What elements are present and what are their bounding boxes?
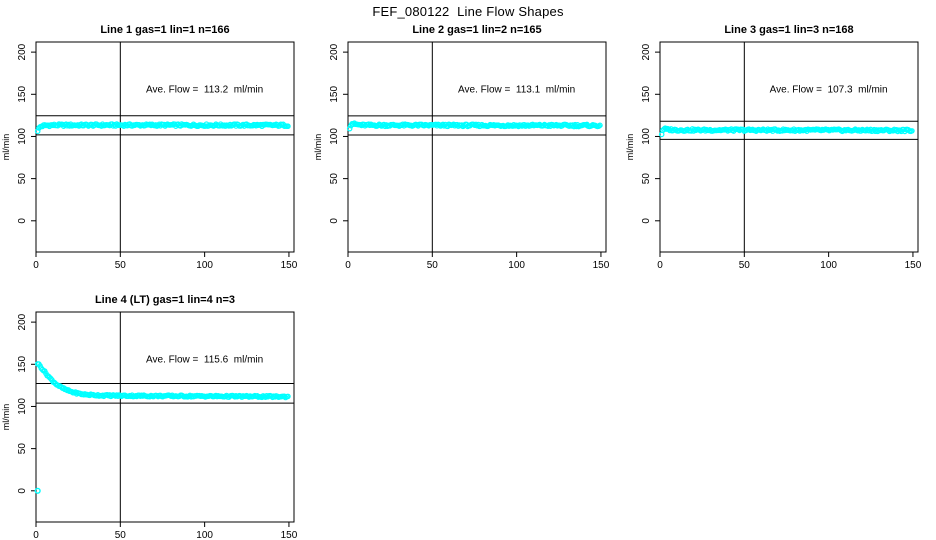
plot-box	[659, 41, 919, 253]
data-point	[113, 392, 120, 398]
data-point	[285, 123, 291, 130]
subplot-line-3: Line 3 gas=1 lin=3 n=168 0 50 100 150 0 50 100 1…	[625, 24, 922, 271]
x-tick-label: 100	[196, 530, 213, 540]
y-axis-label: ml/min	[625, 134, 635, 161]
avg-flow-annotation: Ave. Flow = 115.6 ml/min	[146, 355, 263, 366]
y-tick-label: 0	[329, 218, 340, 224]
y-axis: 0 50 100 150 200	[17, 313, 36, 494]
y-tick-label: 100	[641, 128, 652, 145]
avg-flow-annotation: Ave. Flow = 107.3 ml/min	[770, 85, 888, 96]
subplot-line-4: Line 4 (LT) gas=1 lin=4 n=3 0 50 100 150 0 50 1…	[1, 294, 298, 540]
data-point	[285, 393, 291, 400]
y-tick-label: 150	[641, 86, 652, 103]
x-tick-label: 150	[281, 260, 298, 271]
avg-flow-annotation: Ave. Flow = 113.2 ml/min	[146, 85, 263, 96]
data-point	[553, 121, 560, 128]
x-tick-label: 150	[593, 260, 610, 271]
y-axis-label: ml/min	[1, 404, 11, 431]
y-tick-label: 50	[17, 173, 28, 185]
data-series	[346, 120, 603, 132]
plot-box	[347, 41, 607, 253]
x-tick-label: 150	[905, 260, 922, 271]
data-point	[597, 122, 603, 129]
x-axis: 0 50 100 150	[33, 252, 298, 271]
plot-box	[35, 41, 295, 253]
data-series	[658, 125, 915, 138]
x-axis: 0 50 100 150	[657, 252, 922, 271]
y-tick-label: 100	[17, 398, 28, 415]
x-tick-label: 50	[115, 530, 127, 540]
data-series	[34, 361, 291, 494]
subplot-line-2: Line 2 gas=1 lin=2 n=165 0 50 100 150 0 50 100 1…	[313, 24, 610, 271]
y-tick-label: 50	[17, 443, 28, 455]
data-point	[765, 126, 771, 133]
data-point	[222, 123, 229, 129]
data-point	[909, 128, 915, 134]
x-tick-label: 50	[427, 260, 439, 271]
data-point	[34, 128, 41, 135]
y-axis-label: ml/min	[1, 134, 11, 161]
y-axis: 0 50 100 150 200	[641, 43, 660, 224]
x-tick-label: 50	[739, 260, 751, 271]
y-tick-label: 0	[17, 488, 28, 494]
data-series	[34, 121, 291, 135]
y-tick-label: 200	[17, 313, 28, 330]
y-tick-label: 100	[17, 128, 28, 145]
x-tick-label: 100	[508, 260, 525, 271]
data-point	[521, 122, 528, 128]
x-tick-label: 100	[196, 260, 213, 271]
y-tick-label: 50	[641, 173, 652, 185]
y-tick-label: 0	[17, 218, 28, 224]
x-tick-label: 0	[657, 260, 663, 271]
avg-flow-annotation: Ave. Flow = 113.1 ml/min	[458, 85, 575, 96]
y-tick-label: 150	[329, 86, 340, 103]
subplot-title: Line 1 gas=1 lin=1 n=166	[100, 24, 229, 36]
y-tick-label: 0	[641, 218, 652, 224]
data-point	[346, 125, 353, 132]
plot-box	[35, 311, 295, 523]
x-tick-label: 0	[345, 260, 351, 271]
data-point	[147, 121, 153, 128]
x-tick-label: 0	[33, 530, 39, 540]
outlier-point	[34, 487, 41, 494]
y-tick-label: 50	[329, 173, 340, 185]
y-axis: 0 50 100 150 200	[329, 43, 348, 224]
data-point	[510, 121, 517, 128]
subplot-title: Line 2 gas=1 lin=2 n=165	[412, 24, 541, 36]
subplot-line-1: Line 1 gas=1 lin=1 n=166 0 50 100 150 0 50 100 1…	[1, 24, 298, 271]
y-axis: 0 50 100 150 200	[17, 43, 36, 224]
x-tick-label: 150	[281, 530, 298, 540]
data-point	[433, 121, 439, 128]
data-point	[281, 393, 288, 400]
x-tick-label: 50	[115, 260, 127, 271]
subplot-title: Line 4 (LT) gas=1 lin=4 n=3	[95, 294, 235, 306]
y-axis-label: ml/min	[313, 134, 323, 161]
subplot-title: Line 3 gas=1 lin=3 n=168	[724, 24, 853, 36]
x-tick-label: 0	[33, 260, 39, 271]
y-tick-label: 200	[17, 43, 28, 60]
y-tick-label: 150	[17, 356, 28, 373]
x-axis: 0 50 100 150	[345, 252, 610, 271]
y-tick-label: 150	[17, 86, 28, 103]
x-tick-label: 100	[820, 260, 837, 271]
y-tick-label: 100	[329, 128, 340, 145]
main-title: FEF_080122 Line Flow Shapes	[372, 4, 564, 19]
x-axis: 0 50 100 150	[33, 522, 298, 540]
y-tick-label: 200	[641, 43, 652, 60]
y-tick-label: 200	[329, 43, 340, 60]
